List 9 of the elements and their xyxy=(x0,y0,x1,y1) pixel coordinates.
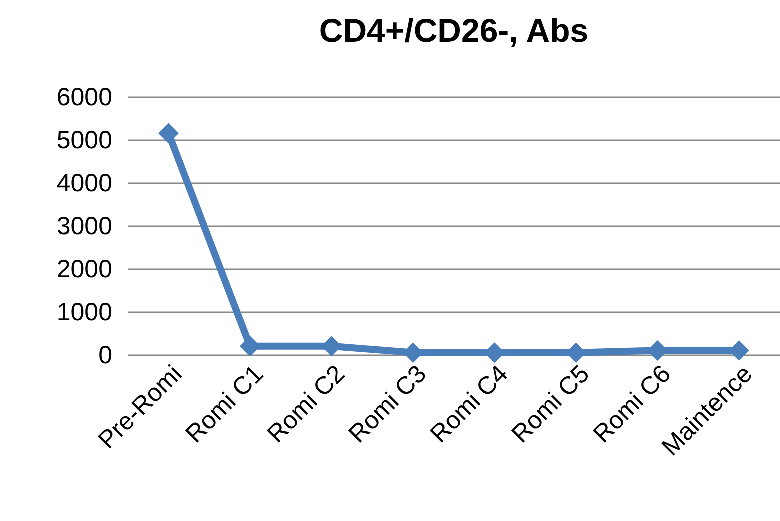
y-tick-label: 2000 xyxy=(56,256,112,284)
y-tick-label: 5000 xyxy=(56,126,112,154)
y-tick-label: 3000 xyxy=(56,212,112,240)
y-tick-label: 1000 xyxy=(56,298,112,326)
point xyxy=(158,123,179,144)
y-tick-label: 6000 xyxy=(56,84,112,112)
y-tick-label: 0 xyxy=(98,342,112,370)
y-tick-label: 4000 xyxy=(56,170,112,198)
chart-title: CD4+/CD26-, Abs xyxy=(319,12,589,49)
